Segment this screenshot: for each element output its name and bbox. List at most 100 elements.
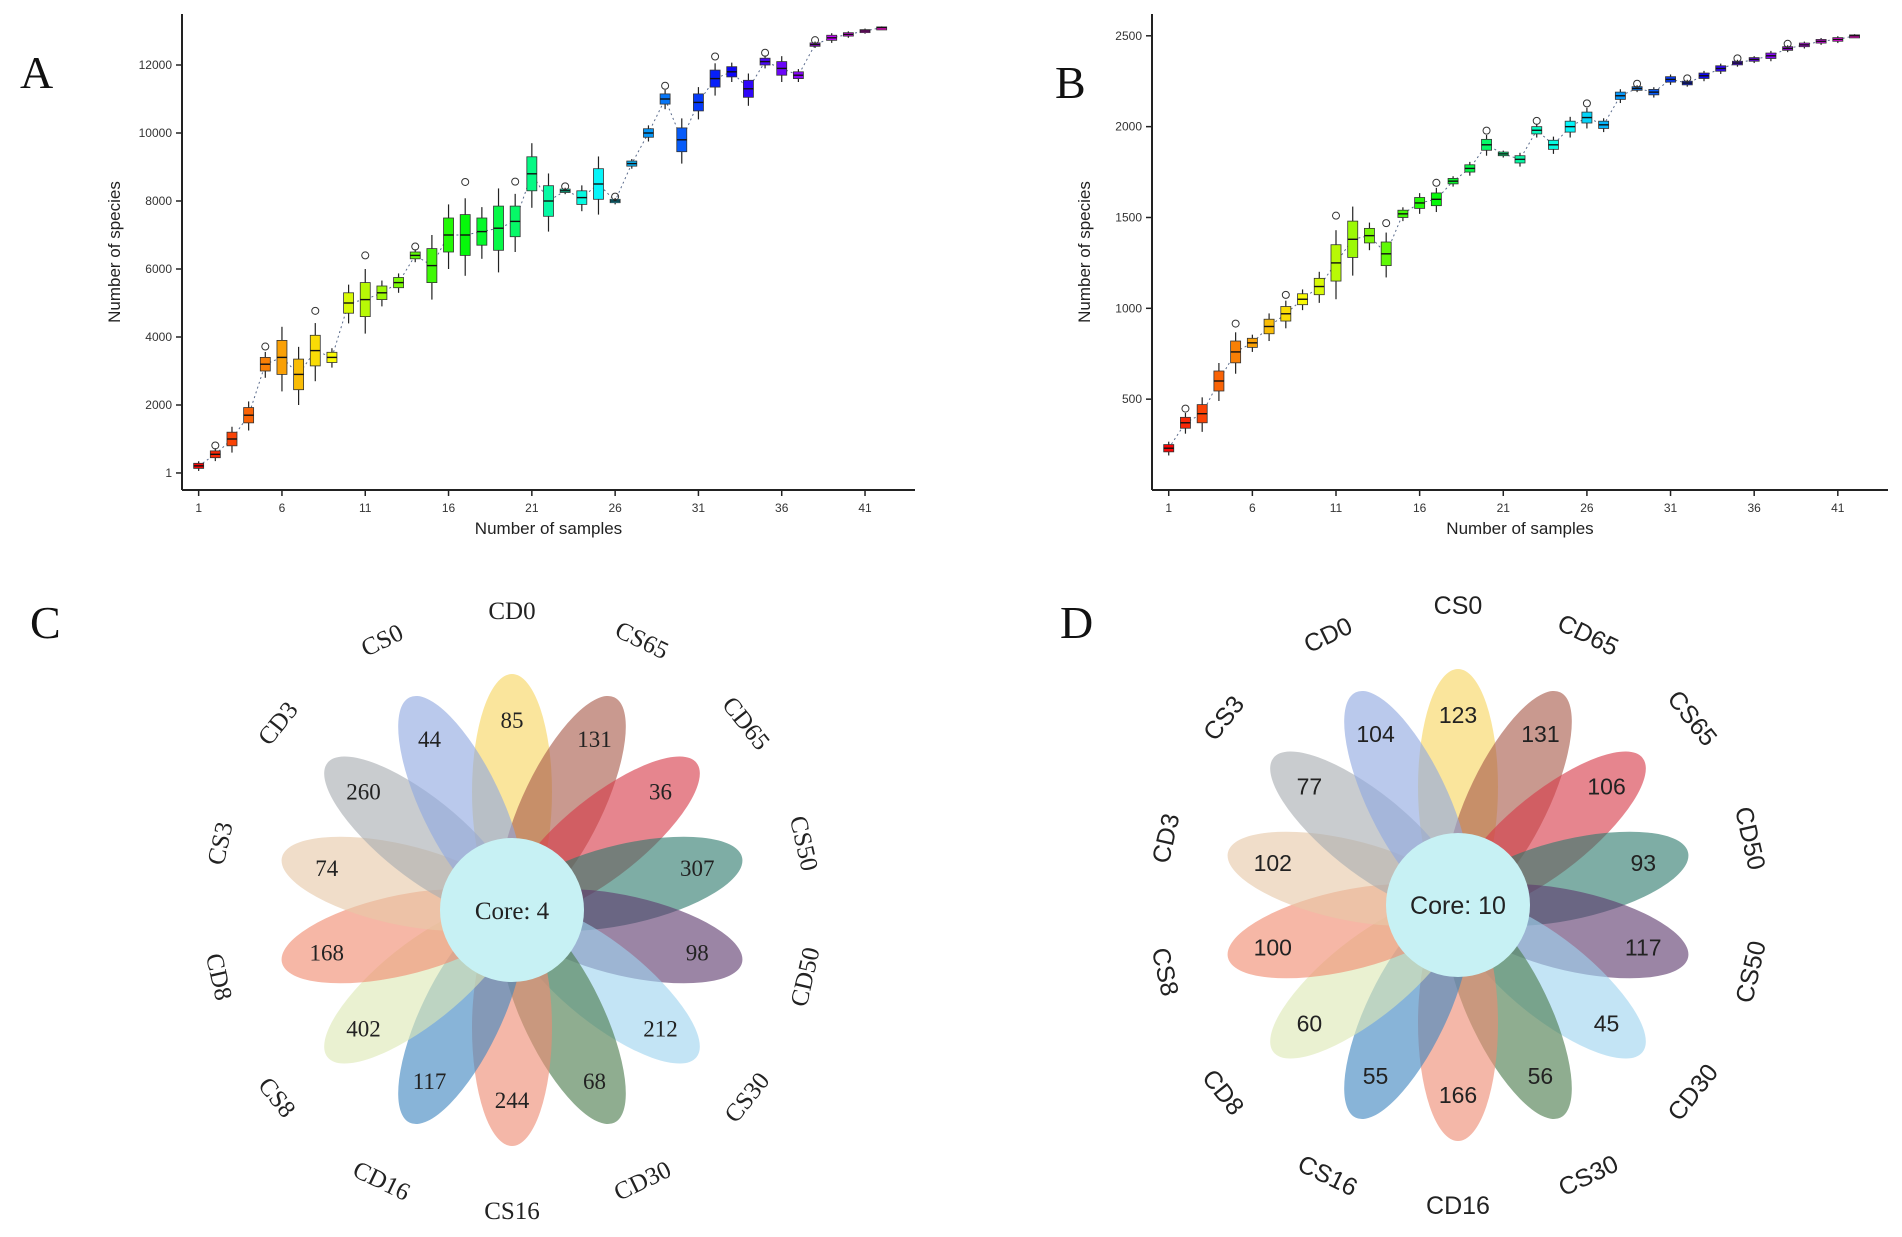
petal-name-cd3: CD3 <box>1147 811 1185 866</box>
outlier-point <box>211 441 220 450</box>
petal-value-cd0: 104 <box>1356 721 1395 747</box>
y-tick-label: 6000 <box>145 262 172 276</box>
petal-value-cs3: 74 <box>315 856 339 881</box>
chart-c-flower-venn: 85 CD0 131 CS65 36 CD65 307 CS50 98 CD50 212 CS30 68… <box>200 598 826 1225</box>
x-tick-label: 41 <box>1831 501 1845 515</box>
y-tick-label: 12000 <box>139 58 173 72</box>
petal-name-cd65: CD65 <box>1553 609 1623 662</box>
petal-value-cd50: 98 <box>686 940 709 965</box>
outlier-point <box>611 192 620 201</box>
panel-letter-a: A <box>20 47 53 98</box>
x-tick-label: 1 <box>195 501 202 515</box>
x-tick-label: 36 <box>775 501 789 515</box>
petal-name-cs65: CS65 <box>611 617 673 665</box>
petal-value-cd16: 166 <box>1439 1082 1477 1108</box>
petal-value-cd3: 260 <box>346 780 381 805</box>
petal-name-cd30: CD30 <box>610 1156 676 1206</box>
petal-name-cs30: CS30 <box>720 1068 776 1128</box>
petal-name-cd16: CD16 <box>1426 1192 1490 1220</box>
chart-d-flower-venn: 123 CS0 131 CD65 106 CS65 93 CD50 117 CS50 45 CD30 5… <box>1146 592 1772 1220</box>
outlier-point <box>1582 99 1591 108</box>
x-tick-label: 16 <box>442 501 456 515</box>
petal-value-cs65: 131 <box>577 727 612 752</box>
core-label: Core: 10 <box>1410 892 1506 920</box>
petal-name-cd0: CD0 <box>1300 612 1357 659</box>
petal-value-cs0: 123 <box>1439 702 1477 728</box>
outlier-point <box>1332 211 1340 220</box>
petal-value-cd8: 168 <box>310 940 345 965</box>
petal-value-cs0: 44 <box>418 727 442 752</box>
outlier-point <box>711 52 720 61</box>
outlier-point <box>661 81 670 90</box>
y-tick-label: 10000 <box>139 126 173 140</box>
mean-trend-line <box>198 27 882 467</box>
petal-value-cs8: 100 <box>1254 934 1292 960</box>
x-tick-label: 16 <box>1413 501 1427 515</box>
petal-value-cs16: 55 <box>1363 1063 1389 1089</box>
outlier-point <box>1281 290 1290 299</box>
y-axis-title: Number of species <box>105 181 124 323</box>
y-tick-label: 500 <box>1122 392 1142 406</box>
outlier-point <box>1432 178 1441 187</box>
petal-value-cs8: 402 <box>346 1017 381 1042</box>
outlier-point <box>261 342 270 351</box>
petal-name-cs50: CS50 <box>784 813 823 873</box>
petal-value-cd16: 117 <box>413 1069 447 1094</box>
petal-name-cs3: CS3 <box>1198 691 1250 746</box>
y-tick-label: 2000 <box>145 398 172 412</box>
y-tick-label: 4000 <box>145 330 172 344</box>
petal-value-cs16: 244 <box>495 1088 530 1113</box>
mean-trend-line <box>1168 35 1855 449</box>
y-tick-label: 8000 <box>145 194 172 208</box>
petal-value-cd8: 60 <box>1297 1011 1323 1037</box>
petal-value-cd30: 45 <box>1594 1011 1620 1037</box>
petal-value-cs30: 212 <box>643 1017 678 1042</box>
outlier-point <box>1683 74 1692 83</box>
petal-name-cs65: CS65 <box>1662 685 1723 751</box>
outlier-point <box>361 251 370 260</box>
petal-value-cd65: 131 <box>1521 721 1559 747</box>
outlier-point <box>1231 319 1240 328</box>
petal-value-cd3: 102 <box>1254 850 1292 876</box>
petal-name-cs0: CS0 <box>1434 592 1483 620</box>
petal-name-cs0: CS0 <box>357 619 408 662</box>
outlier-point <box>411 242 420 251</box>
outlier-point <box>561 182 570 191</box>
outlier-point <box>511 177 520 186</box>
core-label: Core: 4 <box>475 898 550 925</box>
x-axis-title: Number of samples <box>1446 519 1593 538</box>
x-tick-label: 11 <box>359 501 372 515</box>
outlier-point <box>1181 404 1190 413</box>
x-tick-label: 31 <box>692 501 706 515</box>
petal-value-cd65: 36 <box>649 780 672 805</box>
panel-letter-c: C <box>30 597 61 648</box>
x-tick-label: 6 <box>279 501 286 515</box>
x-tick-label: 31 <box>1664 501 1678 515</box>
core-circle <box>1386 833 1530 977</box>
x-tick-label: 26 <box>1580 501 1594 515</box>
x-tick-label: 1 <box>1165 501 1172 515</box>
x-tick-label: 21 <box>1497 501 1511 515</box>
x-tick-label: 21 <box>525 501 539 515</box>
core-circle <box>440 838 584 982</box>
outlier-point <box>311 306 320 315</box>
y-tick-label: 2500 <box>1115 29 1142 43</box>
petal-name-cd50: CD50 <box>786 945 826 1009</box>
petal-name-cd3: CD3 <box>253 697 304 751</box>
y-tick-label: 1 <box>165 466 172 480</box>
petal-name-cd8: CD8 <box>200 951 237 1003</box>
y-axis-title: Number of species <box>1075 181 1094 323</box>
outlier-point <box>1733 54 1742 63</box>
panel-letter-b: B <box>1055 57 1086 108</box>
petal-name-cs16: CS16 <box>1293 1150 1362 1202</box>
panel-letter-d: D <box>1060 597 1093 648</box>
chart-a-rarefaction: 1 6 11 16 21 26 31 36 41120004000600080001000012… <box>105 14 915 538</box>
outlier-point <box>1532 116 1541 125</box>
y-tick-label: 2000 <box>1115 120 1142 134</box>
petal-value-cd30: 68 <box>583 1069 606 1094</box>
petal-name-cs30: CS30 <box>1554 1150 1623 1202</box>
outlier-point <box>1783 39 1792 48</box>
petal-name-cs16: CS16 <box>484 1198 540 1225</box>
petal-name-cd16: CD16 <box>349 1156 415 1206</box>
